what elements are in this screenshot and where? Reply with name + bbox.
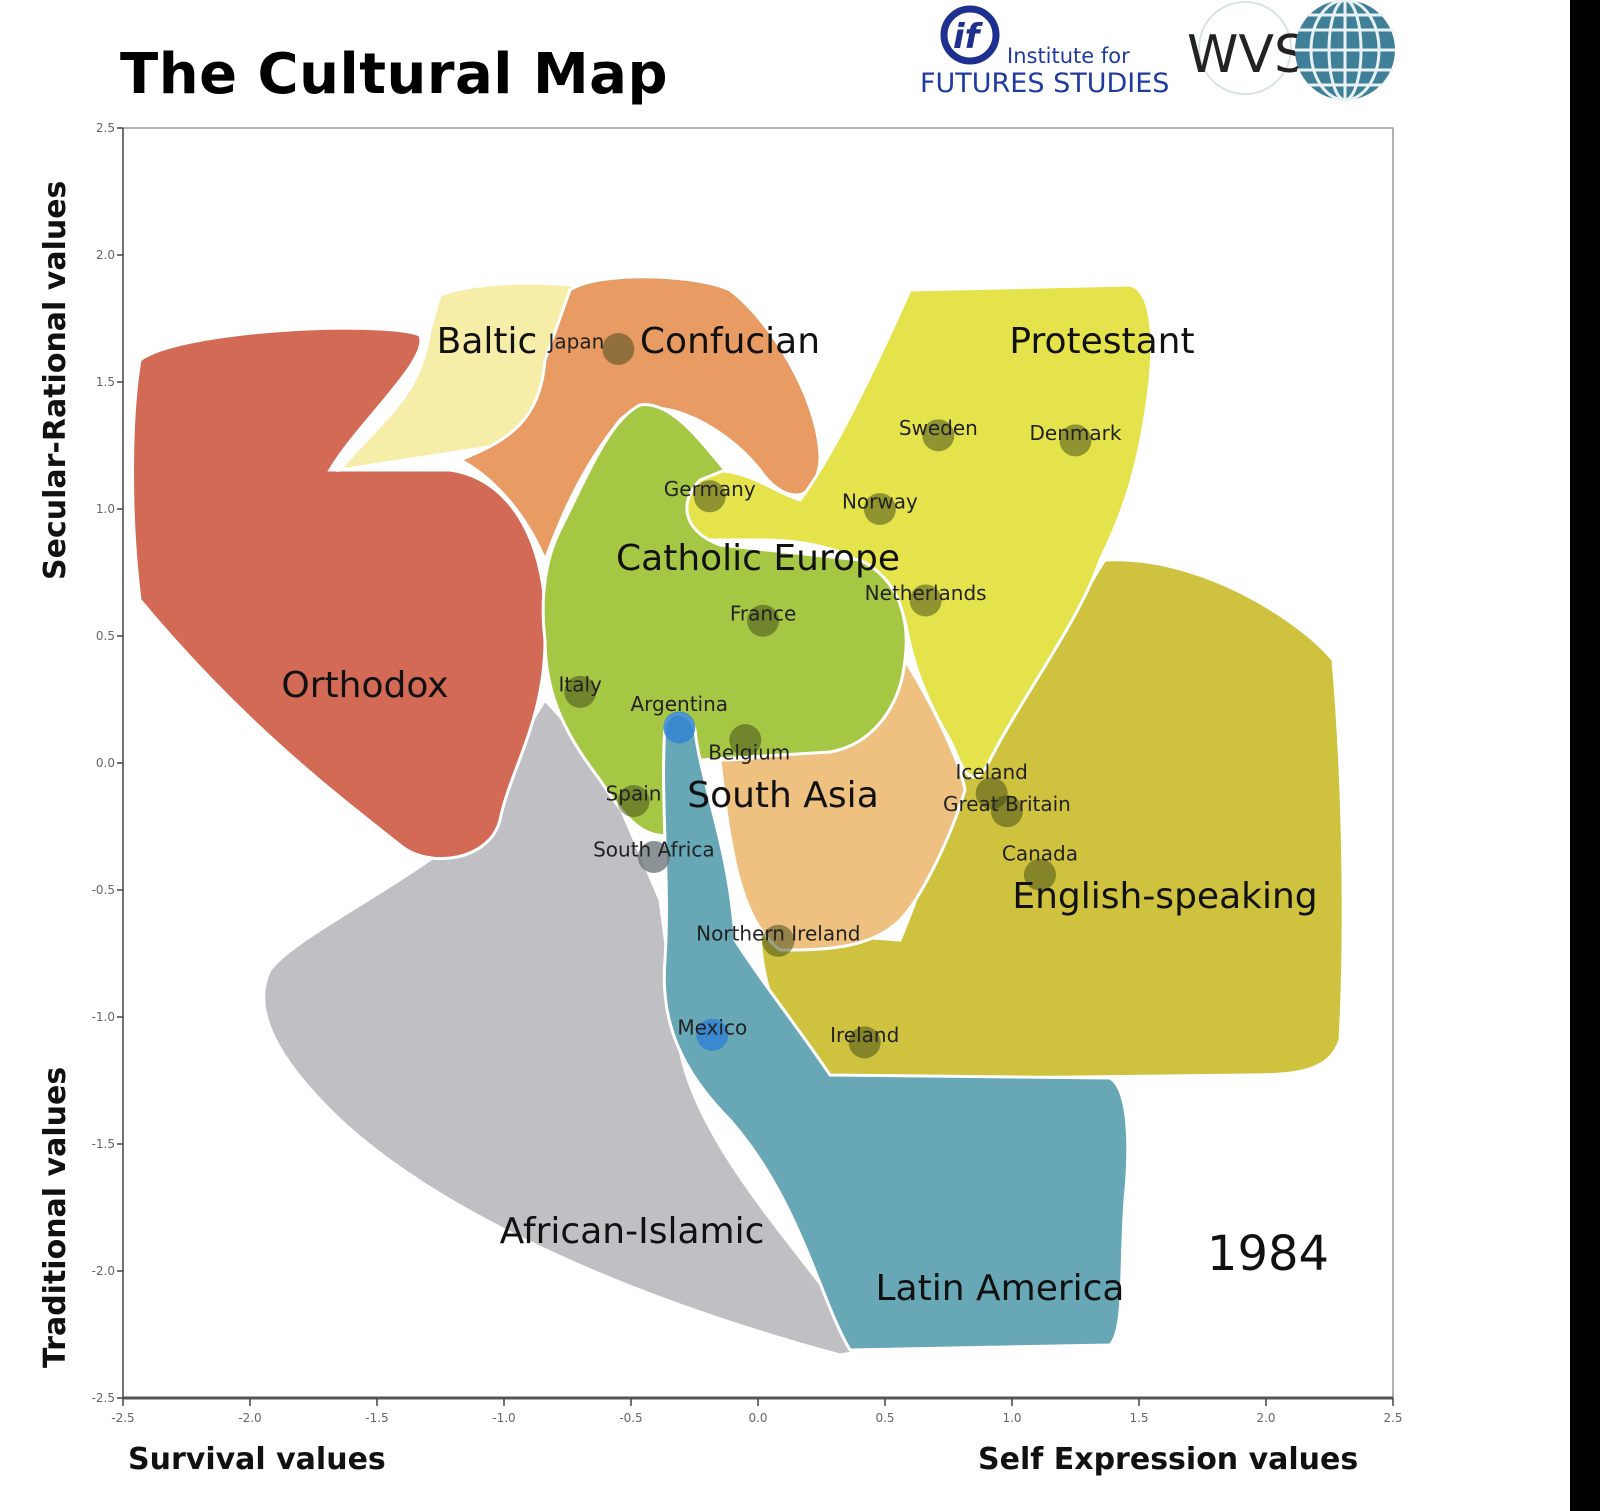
point-italy[interactable] <box>564 675 597 708</box>
x-tick-label: 1.5 <box>1129 1411 1148 1425</box>
y-tick-label: 0.0 <box>96 756 115 770</box>
x-tick-label: 2.5 <box>1383 1411 1402 1425</box>
point-denmark[interactable] <box>1059 424 1092 457</box>
region-protestant <box>678 283 1154 779</box>
page-title: The Cultural Map <box>120 42 669 107</box>
y-tick-label: 1.5 <box>96 375 115 389</box>
point-label-japan: Japan <box>547 329 605 353</box>
point-ireland[interactable] <box>848 1026 881 1059</box>
point-label-netherlands: Netherlands <box>865 581 987 605</box>
point-label-spain: Spain <box>606 782 662 806</box>
point-belgium[interactable] <box>729 724 762 757</box>
region-latin-america <box>662 712 1130 1352</box>
region-orthodox <box>131 326 548 861</box>
point-label-south-africa: South Africa <box>593 837 715 861</box>
x-tick-label: 1.0 <box>1002 1411 1021 1425</box>
year-label: 1984 <box>1207 1226 1329 1282</box>
x-tick-label: -0.5 <box>619 1411 642 1425</box>
point-label-italy: Italy <box>559 672 603 696</box>
region-label-catholic-europe: Catholic Europe <box>616 538 900 579</box>
point-label-argentina: Argentina <box>630 692 728 716</box>
y-tick-label: 0.5 <box>96 629 115 643</box>
region-label-south-asia: South Asia <box>687 775 879 816</box>
wvs-logo: WVS <box>1187 0 1395 102</box>
x-tick-label: -1.5 <box>365 1411 388 1425</box>
wvs-text: WVS <box>1187 25 1307 85</box>
point-great-britain[interactable] <box>990 795 1023 828</box>
logos: if Institute for FUTURES STUDIES WVS <box>920 0 1395 102</box>
point-label-iceland: Iceland <box>955 760 1027 784</box>
region-label-orthodox: Orthodox <box>281 665 448 706</box>
region-label-african-islamic: African-Islamic <box>500 1211 765 1252</box>
y-axis-label-bottom: Traditional values <box>38 1066 73 1368</box>
region-label-protestant: Protestant <box>1009 321 1194 362</box>
y-tick-label: -2.5 <box>92 1391 115 1405</box>
iffs-line1: Institute for <box>1007 44 1130 68</box>
point-label-northern-ireland: Northern Ireland <box>696 921 860 945</box>
point-label-canada: Canada <box>1002 841 1078 865</box>
point-label-norway: Norway <box>842 490 918 514</box>
point-label-sweden: Sweden <box>899 416 978 440</box>
point-label-germany: Germany <box>664 477 756 501</box>
y-tick-label: -1.0 <box>92 1010 115 1024</box>
point-label-ireland: Ireland <box>830 1023 899 1047</box>
x-tick-label: -2.5 <box>111 1411 134 1425</box>
point-label-denmark: Denmark <box>1030 421 1122 445</box>
point-label-mexico: Mexico <box>677 1015 747 1039</box>
point-argentina[interactable] <box>663 711 696 744</box>
point-label-belgium: Belgium <box>708 741 790 765</box>
region-confucian <box>456 275 822 565</box>
y-tick-label: 2.5 <box>96 121 115 135</box>
x-tick-label: 0.5 <box>875 1411 894 1425</box>
y-tick-label: 1.0 <box>96 502 115 516</box>
point-france[interactable] <box>747 604 780 637</box>
point-south-africa[interactable] <box>637 840 670 873</box>
y-tick-label: -1.5 <box>92 1137 115 1151</box>
point-label-great-britain: Great Britain <box>943 792 1071 816</box>
region-label-confucian: Confucian <box>640 321 820 362</box>
point-canada[interactable] <box>1023 858 1056 891</box>
point-germany[interactable] <box>693 480 726 513</box>
point-japan[interactable] <box>602 332 635 365</box>
point-norway[interactable] <box>863 493 896 525</box>
x-tick-label: -1.0 <box>492 1411 515 1425</box>
region-label-english-speaking: English-speaking <box>1012 876 1317 917</box>
iffs-logo: if Institute for FUTURES STUDIES <box>920 5 1169 99</box>
region-label-latin-america: Latin America <box>876 1268 1125 1309</box>
point-sweden[interactable] <box>922 419 955 452</box>
svg-text:if: if <box>953 17 984 57</box>
point-spain[interactable] <box>617 785 650 818</box>
y-axis-label-top: Secular-Rational values <box>38 180 73 580</box>
x-tick-label: -2.0 <box>238 1411 261 1425</box>
y-tick-label: 2.0 <box>96 248 115 262</box>
point-mexico[interactable] <box>696 1018 729 1051</box>
x-axis-label-left: Survival values <box>128 1442 386 1477</box>
x-axis-label-right: Self Expression values <box>978 1442 1359 1477</box>
y-tick-label: -2.0 <box>92 1264 115 1278</box>
x-tick-label: 2.0 <box>1256 1411 1275 1425</box>
y-tick-label: -0.5 <box>92 883 115 897</box>
iffs-line2: FUTURES STUDIES <box>920 68 1169 99</box>
point-label-france: France <box>730 601 797 625</box>
point-netherlands[interactable] <box>909 584 942 617</box>
point-northern-ireland[interactable] <box>762 924 795 957</box>
x-tick-label: 0.0 <box>748 1411 767 1425</box>
region-label-baltic: Baltic <box>437 321 538 362</box>
